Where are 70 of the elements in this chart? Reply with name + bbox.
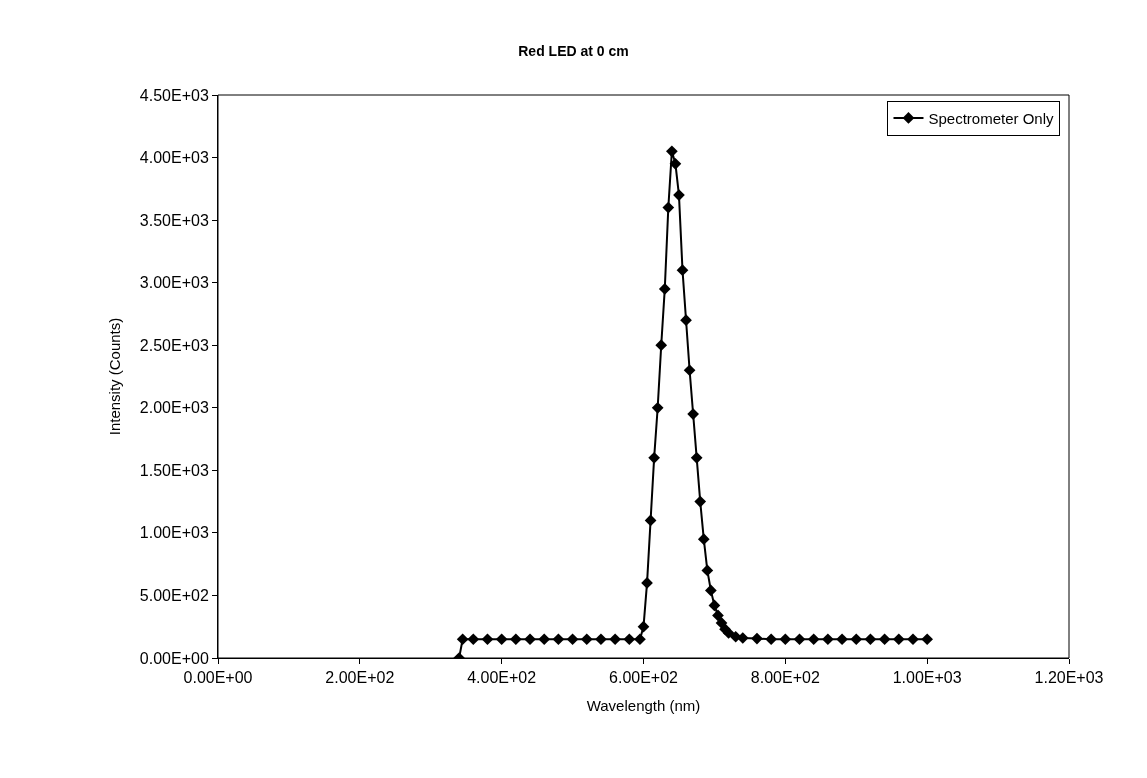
point bbox=[864, 633, 877, 646]
point bbox=[793, 633, 806, 646]
point bbox=[921, 633, 934, 646]
point bbox=[722, 627, 735, 639]
point bbox=[669, 157, 682, 170]
point bbox=[637, 620, 650, 633]
point bbox=[712, 609, 724, 622]
point bbox=[850, 633, 863, 646]
point bbox=[892, 633, 905, 646]
point bbox=[566, 633, 579, 646]
point bbox=[481, 633, 494, 646]
point bbox=[694, 495, 707, 508]
point bbox=[779, 633, 792, 646]
x-tick-label: 1.20E+03 bbox=[1034, 669, 1104, 687]
y-tick-label: 3.50E+03 bbox=[139, 211, 209, 229]
point bbox=[651, 401, 664, 414]
x-tick-label: 6.00E+02 bbox=[609, 669, 679, 687]
point bbox=[680, 314, 692, 327]
x-tick-label: 2.00E+02 bbox=[325, 669, 395, 687]
point bbox=[715, 617, 728, 629]
point bbox=[648, 451, 660, 464]
y-tick-label: 2.00E+03 bbox=[139, 399, 209, 417]
y-tick-label: 4.50E+03 bbox=[139, 86, 209, 104]
y-tick-label: 2.50E+03 bbox=[139, 336, 209, 354]
point bbox=[676, 264, 689, 277]
point bbox=[609, 633, 621, 646]
point bbox=[658, 283, 671, 295]
point bbox=[456, 633, 469, 646]
x-tick-label: 0.00E+00 bbox=[183, 669, 253, 687]
y-tick-label: 0.00E+00 bbox=[139, 649, 209, 667]
legend-label: Spectrometer Only bbox=[928, 109, 1055, 127]
y-tick-label: 1.00E+03 bbox=[139, 524, 209, 542]
point bbox=[623, 633, 636, 646]
point bbox=[666, 145, 678, 158]
point bbox=[580, 633, 593, 646]
point bbox=[836, 633, 848, 646]
point bbox=[765, 633, 777, 646]
point bbox=[538, 633, 551, 646]
chart-title: Red LED at 0 cm bbox=[518, 43, 629, 60]
x-axis-title: Wavelength (nm) bbox=[586, 697, 701, 715]
y-tick-label: 3.00E+03 bbox=[139, 274, 209, 292]
point bbox=[662, 201, 675, 214]
point bbox=[708, 599, 721, 612]
x-tick-label: 1.00E+03 bbox=[892, 669, 962, 687]
point bbox=[595, 633, 607, 646]
point bbox=[683, 364, 696, 377]
point bbox=[510, 633, 522, 646]
point bbox=[701, 564, 714, 577]
point bbox=[697, 533, 710, 545]
point bbox=[655, 339, 668, 352]
x-tick-label: 8.00E+02 bbox=[750, 669, 820, 687]
point bbox=[751, 632, 763, 645]
point bbox=[822, 633, 834, 646]
point bbox=[807, 633, 820, 646]
point bbox=[690, 451, 703, 464]
point bbox=[705, 584, 717, 597]
y-tick-label: 1.50E+03 bbox=[139, 461, 209, 479]
point bbox=[467, 633, 480, 646]
point bbox=[552, 633, 565, 646]
x-tick-label: 4.00E+02 bbox=[467, 669, 537, 687]
y-tick-label: 4.00E+03 bbox=[139, 149, 209, 167]
point bbox=[524, 633, 536, 646]
point bbox=[644, 514, 657, 527]
y-tick-label: 5.00E+02 bbox=[139, 587, 209, 605]
point bbox=[687, 408, 699, 420]
point bbox=[495, 633, 508, 646]
y-axis-title: Intensity (Counts) bbox=[106, 317, 124, 436]
point bbox=[907, 633, 919, 646]
point bbox=[878, 633, 891, 646]
point bbox=[634, 633, 646, 646]
